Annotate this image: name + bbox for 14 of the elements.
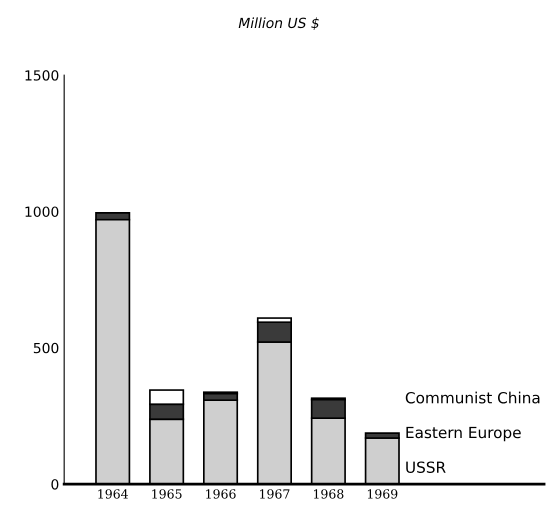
y-tick-label: 0 — [51, 479, 58, 490]
chart-title: Million US $ — [238, 17, 319, 30]
x-tick-label: 1968 — [314, 489, 344, 499]
x-tick-label: 1964 — [98, 489, 128, 499]
x-tick-label: 1969 — [368, 489, 398, 499]
y-tick-label: 1000 — [25, 206, 58, 217]
series-label: USSR — [406, 461, 446, 474]
text: Communist China — [406, 392, 540, 404]
y-tick-label: 1500 — [25, 70, 58, 81]
x-tick-label: 1966 — [206, 489, 236, 499]
x-tick-label: 1965 — [152, 489, 182, 499]
x-tick-label: 1967 — [260, 489, 290, 499]
y-tick-label: 500 — [34, 342, 58, 354]
series-label: Eastern Europe — [406, 426, 521, 442]
